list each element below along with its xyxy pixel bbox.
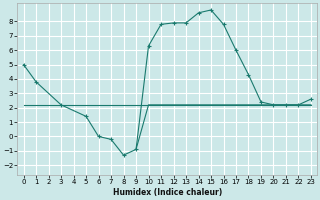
X-axis label: Humidex (Indice chaleur): Humidex (Indice chaleur) xyxy=(113,188,222,197)
